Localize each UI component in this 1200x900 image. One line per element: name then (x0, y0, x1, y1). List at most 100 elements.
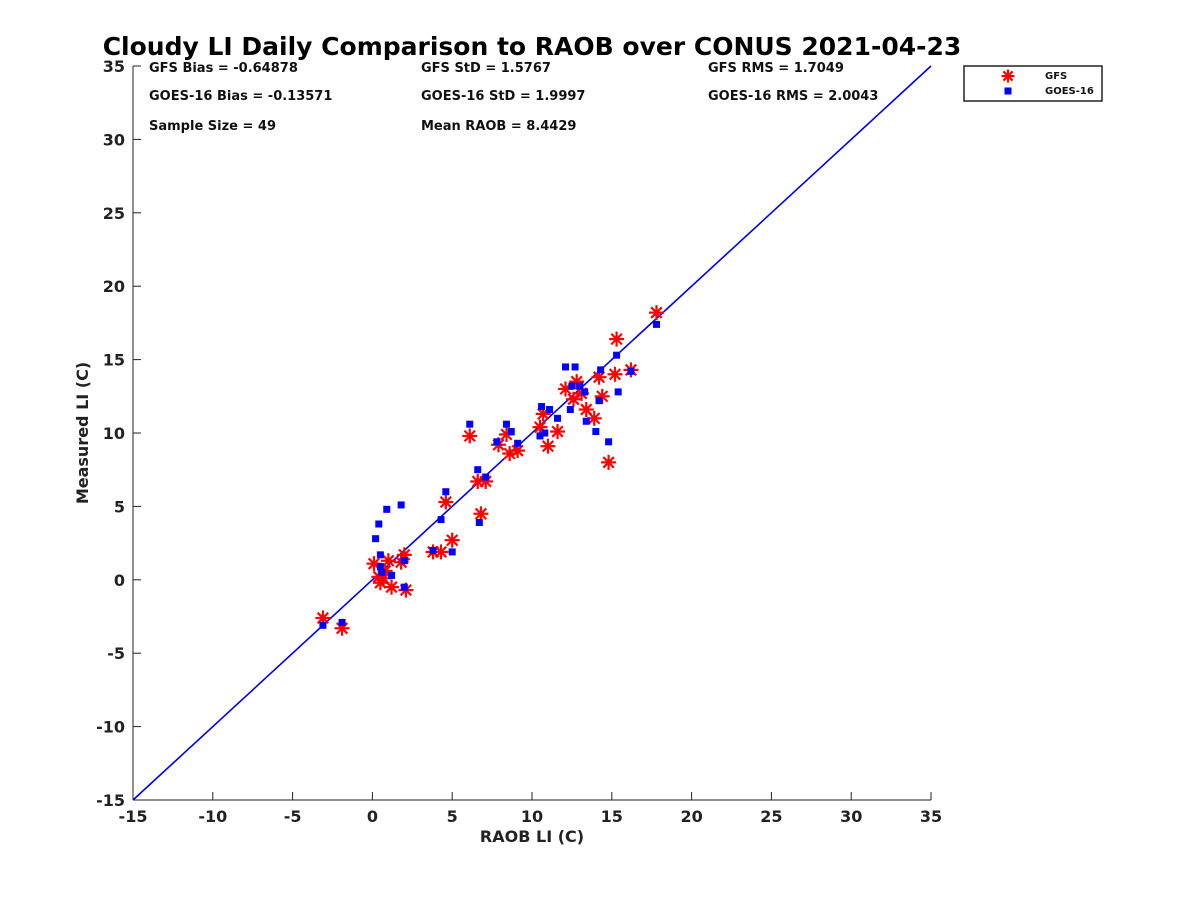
data-point-gfs (601, 454, 617, 470)
data-point-goes16 (546, 406, 554, 414)
x-axis-label: RAOB LI (C) (480, 827, 584, 846)
data-point-gfs (550, 424, 566, 440)
data-point-gfs (609, 331, 625, 347)
data-point-goes16 (514, 439, 522, 447)
data-point-goes16 (388, 571, 396, 579)
data-point-gfs (578, 402, 594, 418)
data-point-goes16 (448, 548, 456, 556)
y-axis-label: Measured LI (C) (73, 362, 92, 504)
series-goes-16 (319, 320, 660, 629)
data-point-goes16 (613, 351, 621, 359)
data-point-goes16 (319, 621, 327, 629)
data-point-gfs (540, 438, 556, 454)
y-tick-label: -5 (107, 644, 125, 663)
data-point-goes16 (493, 438, 501, 446)
axes-layer: -15 -10 -5 0 5 10 15 20 25 30 35 -15 -10 -5 0 5 10 15 20 25… (96, 57, 942, 826)
data-point-goes16 (566, 406, 574, 414)
data-point-goes16 (541, 429, 549, 437)
data-point-goes16 (376, 551, 384, 559)
x-tick-label: 35 (920, 807, 942, 826)
data-point-goes16 (614, 388, 622, 396)
x-tick-label: 30 (840, 807, 862, 826)
x-tick-label: -15 (119, 807, 148, 826)
y-tick-label: 10 (103, 424, 125, 443)
data-point-gfs (565, 391, 581, 407)
data-point-goes16 (507, 428, 515, 436)
data-point-goes16 (595, 397, 603, 405)
x-tick-label: -10 (198, 807, 227, 826)
legend: GFS GOES-16 (963, 65, 1103, 102)
y-tick-label: 30 (103, 130, 125, 149)
data-point-gfs (607, 366, 623, 382)
data-point-goes16 (592, 428, 600, 436)
data-point-goes16 (372, 535, 380, 543)
data-point-goes16 (474, 466, 482, 474)
y-tick-label: 5 (114, 497, 125, 516)
data-point-gfs (438, 494, 454, 510)
x-tick-label: 25 (760, 807, 782, 826)
legend-marker-gfs (1001, 69, 1015, 83)
data-point-gfs (380, 553, 396, 569)
y-tick-label: -10 (96, 718, 125, 737)
x-tick-label: -5 (284, 807, 302, 826)
data-point-goes16 (376, 563, 384, 571)
legend-marker-goes16 (1004, 87, 1012, 95)
x-tick-label: 10 (521, 807, 543, 826)
data-point-gfs (462, 428, 478, 444)
data-point-goes16 (627, 367, 635, 375)
data-point-goes16 (581, 388, 589, 396)
reference-line-layer (132, 65, 932, 801)
data-point-gfs (648, 305, 664, 321)
data-point-gfs (444, 532, 460, 548)
x-tick-label: 5 (447, 807, 458, 826)
x-tick-label: 20 (680, 807, 702, 826)
data-point-goes16 (652, 320, 660, 328)
data-point-gfs (384, 579, 400, 595)
stat-text: Mean RAOB = 8.4429 (421, 119, 576, 134)
data-point-goes16 (442, 488, 450, 496)
data-point-goes16 (562, 363, 570, 371)
data-point-goes16 (482, 473, 490, 481)
data-point-goes16 (536, 432, 544, 440)
stat-text: GOES-16 Bias = -0.13571 (149, 89, 332, 104)
stat-text: GFS StD = 1.5767 (421, 61, 551, 76)
data-point-goes16 (568, 382, 576, 390)
data-point-goes16 (597, 366, 605, 374)
legend-label-goes16: GOES-16 (1045, 86, 1094, 97)
data-point-gfs (473, 506, 489, 522)
x-tick-label: 15 (601, 807, 623, 826)
y-tick-label: 0 (114, 571, 125, 590)
data-point-goes16 (605, 438, 613, 446)
data-point-goes16 (571, 363, 579, 371)
stat-text: GOES-16 StD = 1.9997 (421, 89, 585, 104)
data-point-goes16 (576, 382, 584, 390)
data-point-goes16 (502, 420, 510, 428)
y-tick-label: 15 (103, 351, 125, 370)
data-point-gfs (591, 369, 607, 385)
data-point-goes16 (378, 568, 386, 576)
series-gfs (315, 305, 664, 636)
chart-title: Cloudy LI Daily Comparison to RAOB over … (103, 32, 962, 61)
x-tick-label: 0 (367, 807, 378, 826)
stat-text: GFS Bias = -0.64878 (149, 61, 298, 76)
data-point-goes16 (400, 557, 408, 565)
y-tick-label: -15 (96, 791, 125, 810)
legend-box (963, 65, 1103, 102)
data-point-goes16 (437, 516, 445, 524)
data-point-goes16 (466, 420, 474, 428)
legend-label-gfs: GFS (1045, 71, 1067, 82)
stats-box: GFS Bias = -0.64878 GFS StD = 1.5767 GFS R… (149, 61, 878, 134)
data-point-goes16 (554, 414, 562, 422)
data-point-goes16 (397, 501, 405, 509)
y-tick-label: 25 (103, 204, 125, 223)
one-to-one-line (132, 65, 932, 801)
data-point-gfs (478, 473, 494, 489)
data-point-goes16 (475, 519, 483, 527)
data-point-goes16 (375, 520, 383, 528)
y-tick-label: 35 (103, 57, 125, 76)
data-point-goes16 (383, 505, 391, 513)
stat-text: GOES-16 RMS = 2.0043 (708, 89, 878, 104)
stat-text: GFS RMS = 1.7049 (708, 61, 844, 76)
stat-text: Sample Size = 49 (149, 119, 276, 134)
